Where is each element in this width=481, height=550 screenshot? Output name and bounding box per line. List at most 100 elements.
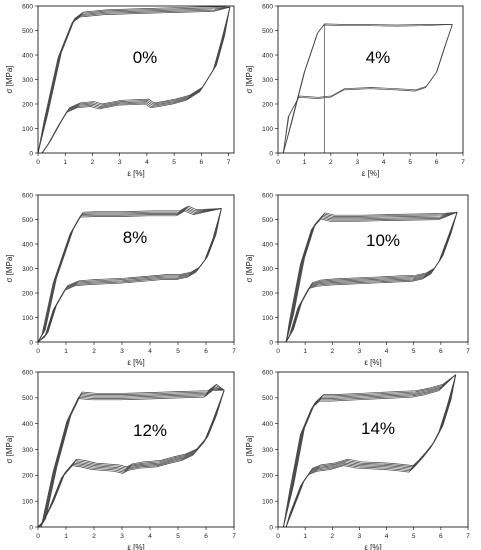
x-tick-label: 5	[408, 159, 412, 166]
x-axis-label: ε [%]	[364, 358, 381, 367]
series-line-2-0-4	[37, 205, 222, 343]
series-line-4-0-1	[37, 389, 225, 528]
series-line-2-0-2	[37, 208, 222, 343]
series-line-3-0-5	[285, 211, 458, 343]
series-line-5-1-4	[285, 374, 457, 528]
y-tick-label: 100	[262, 315, 273, 322]
x-tick-label: 2	[92, 348, 96, 355]
series-line-5-1-0	[285, 374, 457, 528]
y-tick-label: 600	[22, 192, 33, 199]
series-line-4-0-5	[37, 383, 225, 528]
x-tick-label: 0	[276, 348, 280, 355]
x-axis-label: ε [%]	[362, 169, 379, 178]
y-tick-label: 300	[262, 447, 273, 454]
series-line-0-0-3	[37, 6, 230, 154]
x-tick-label: 1	[63, 159, 67, 166]
x-tick-label: 5	[172, 159, 176, 166]
x-axis-label: ε [%]	[127, 358, 144, 367]
series-line-5-0-2	[283, 374, 457, 528]
y-tick-label: 0	[269, 524, 273, 531]
y-tick-label: 400	[22, 421, 33, 428]
y-tick-label: 200	[262, 473, 273, 480]
x-tick-label: 3	[120, 533, 124, 540]
x-tick-label: 4	[385, 533, 389, 540]
x-tick-label: 1	[303, 533, 307, 540]
series-line-1-0-0	[282, 24, 453, 154]
x-axis-label: ε [%]	[127, 169, 144, 178]
series-line-5-1-3	[285, 374, 457, 528]
y-axis-label: σ [MPa]	[5, 254, 14, 282]
y-tick-label: 200	[262, 290, 273, 297]
x-tick-label: 3	[355, 159, 359, 166]
x-tick-label: 2	[92, 533, 96, 540]
y-tick-label: 300	[262, 77, 273, 84]
series-line-2-1-4	[37, 208, 222, 343]
y-axis-label: σ [MPa]	[5, 65, 14, 93]
y-tick-label: 400	[262, 52, 273, 59]
series-line-0-0-2	[37, 6, 230, 154]
y-tick-label: 100	[262, 498, 273, 505]
x-tick-label: 7	[466, 533, 470, 540]
x-tick-label: 0	[276, 159, 280, 166]
y-tick-label: 200	[22, 473, 33, 480]
series-line-5-0-5	[283, 374, 457, 528]
y-tick-label: 300	[262, 266, 273, 273]
x-tick-label: 7	[466, 348, 470, 355]
y-tick-label: 400	[22, 241, 33, 248]
y-tick-label: 600	[262, 192, 273, 199]
x-tick-label: 7	[461, 159, 465, 166]
y-tick-label: 200	[22, 290, 33, 297]
y-tick-label: 500	[22, 217, 33, 224]
y-tick-label: 500	[22, 28, 33, 35]
x-tick-label: 4	[382, 159, 386, 166]
series-line-3-0-2	[285, 211, 458, 343]
y-tick-label: 500	[262, 217, 273, 224]
y-tick-label: 500	[262, 28, 273, 35]
x-tick-label: 0	[36, 159, 40, 166]
y-tick-label: 400	[262, 421, 273, 428]
x-tick-label: 6	[204, 348, 208, 355]
panel-annotation: 8%	[123, 228, 148, 247]
x-tick-label: 0	[36, 348, 40, 355]
panel-annotation: 10%	[366, 231, 400, 250]
x-tick-label: 6	[439, 348, 443, 355]
series-line-4-0-4	[37, 385, 225, 528]
series-line-4-0-2	[37, 387, 225, 528]
y-tick-label: 600	[262, 3, 273, 10]
series-line-5-0-1	[283, 374, 457, 528]
x-tick-label: 2	[330, 533, 334, 540]
series-line-1-1-1	[282, 24, 453, 154]
y-tick-label: 300	[22, 77, 33, 84]
series-line-3-1-5	[285, 212, 458, 343]
y-tick-label: 0	[269, 339, 273, 346]
series-line-2-0-1	[37, 208, 222, 343]
series-line-3-0-3	[285, 211, 458, 343]
y-tick-label: 100	[22, 498, 33, 505]
x-tick-label: 3	[358, 533, 362, 540]
y-tick-label: 0	[29, 150, 33, 157]
x-tick-label: 3	[358, 348, 362, 355]
y-tick-label: 600	[262, 369, 273, 376]
panel-annotation: 14%	[361, 419, 395, 438]
x-tick-label: 5	[176, 348, 180, 355]
x-tick-label: 4	[385, 348, 389, 355]
x-tick-label: 6	[204, 533, 208, 540]
y-tick-label: 400	[22, 52, 33, 59]
series-line-5-1-1	[285, 374, 457, 528]
y-tick-label: 0	[29, 339, 33, 346]
series-line-2-0-0	[37, 208, 222, 343]
x-tick-label: 1	[64, 348, 68, 355]
y-tick-label: 600	[22, 3, 33, 10]
y-tick-label: 0	[29, 524, 33, 531]
y-tick-label: 300	[22, 447, 33, 454]
series-line-3-0-1	[285, 211, 458, 343]
x-tick-label: 0	[36, 533, 40, 540]
x-tick-label: 1	[303, 159, 307, 166]
x-tick-label: 6	[200, 159, 204, 166]
